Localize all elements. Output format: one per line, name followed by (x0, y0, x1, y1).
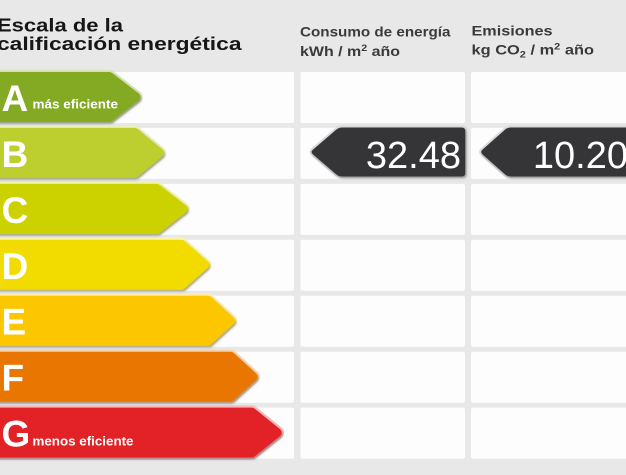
svg-text:Consumo de energía: Consumo de energía (300, 24, 451, 40)
svg-text:menos eficiente: menos eficiente (33, 433, 134, 448)
svg-text:F: F (2, 358, 25, 399)
svg-text:D: D (2, 246, 29, 287)
svg-text:Escala de la: Escala de la (0, 15, 124, 36)
svg-text:32.48: 32.48 (366, 135, 461, 177)
svg-text:kg CO2 / m2 año: kg CO 2 / m2 año (472, 42, 595, 61)
svg-text:Emisiones: Emisiones (472, 24, 553, 40)
svg-text:más eficiente: más eficiente (33, 97, 118, 112)
svg-text:B: B (2, 134, 29, 175)
svg-text:A: A (2, 78, 29, 119)
svg-text:calificación energética: calificación energética (0, 33, 242, 54)
svg-text:C: C (2, 190, 29, 231)
svg-text:E: E (2, 302, 27, 343)
svg-text:kWh / m2 año: kWh / m2 año (300, 43, 400, 60)
svg-text:10.20: 10.20 (533, 135, 626, 177)
svg-text:G: G (2, 414, 31, 455)
